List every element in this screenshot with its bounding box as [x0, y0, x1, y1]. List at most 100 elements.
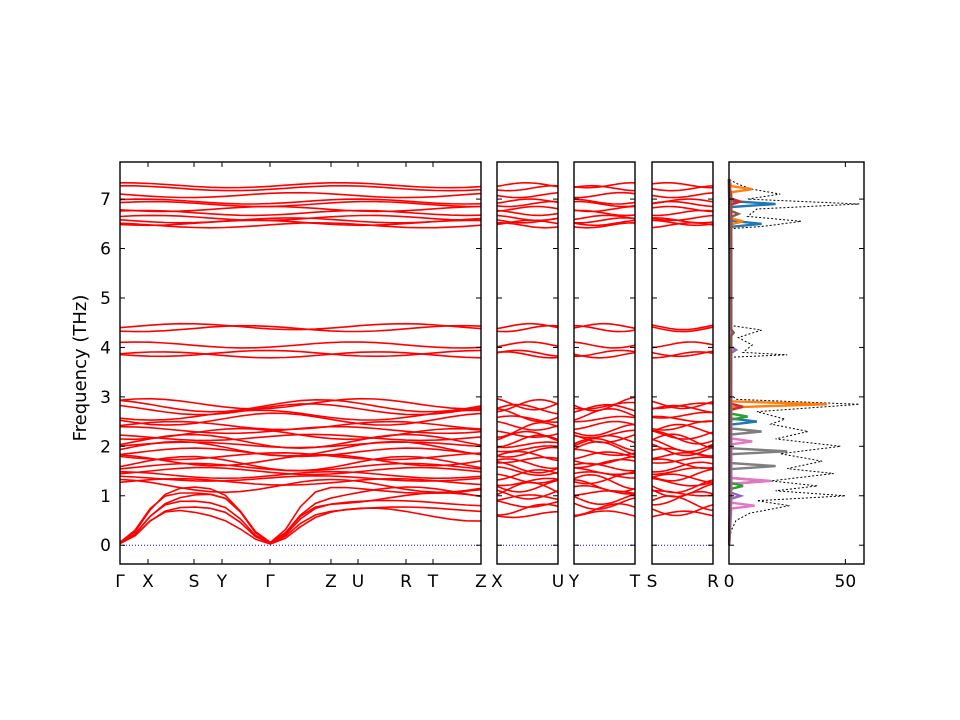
band-line	[120, 451, 481, 461]
band-line	[120, 217, 481, 224]
band-line	[497, 214, 558, 222]
band-line	[652, 438, 713, 453]
band-panel-2	[497, 182, 558, 546]
x-tick-label: X	[491, 572, 503, 592]
band-line	[497, 473, 558, 484]
band-line	[497, 458, 558, 470]
band-line	[652, 456, 713, 464]
band-line	[120, 191, 481, 199]
band-line	[120, 478, 481, 494]
dos-x-tick-label: 0	[724, 572, 735, 592]
band-line	[652, 326, 713, 333]
band-line	[574, 423, 635, 437]
panel-frames	[119, 161, 865, 565]
band-line	[497, 494, 558, 502]
band-line	[574, 429, 635, 439]
band-line	[497, 192, 558, 199]
band-line	[652, 430, 713, 445]
band-line	[652, 458, 713, 469]
band-line	[497, 510, 558, 519]
band-line	[574, 497, 635, 511]
band-line	[120, 420, 481, 431]
x-tick-label: Y	[568, 572, 580, 592]
x-tick-label: Γ	[265, 572, 275, 592]
band-line	[652, 402, 713, 410]
band-panel-4	[652, 182, 713, 546]
band-line	[574, 502, 635, 517]
band-line	[652, 495, 713, 512]
x-tick-label: T	[427, 572, 439, 592]
band-line	[497, 466, 558, 477]
band-line	[574, 415, 635, 423]
band-line	[574, 396, 635, 412]
band-line	[120, 198, 481, 205]
band-line	[120, 470, 481, 480]
band-line	[652, 483, 713, 498]
band-line	[497, 200, 558, 208]
band-line	[497, 408, 558, 423]
band-line	[497, 209, 558, 217]
band-line	[652, 468, 713, 482]
band-line	[652, 214, 713, 222]
band-line	[574, 433, 635, 444]
band-line	[652, 461, 713, 473]
band-line	[652, 192, 713, 199]
y-tick-label: 7	[100, 190, 111, 210]
band-line	[120, 506, 481, 545]
band-line	[652, 350, 713, 358]
x-tick-label: Y	[216, 572, 228, 592]
partial-dos-line	[727, 179, 771, 546]
band-line	[120, 221, 481, 229]
band-line	[497, 205, 558, 212]
x-tick-label: T	[629, 572, 641, 592]
band-line	[120, 322, 481, 331]
band-line	[120, 412, 481, 426]
band-line	[497, 341, 558, 348]
band-line	[652, 443, 713, 457]
panel-frame-2	[496, 161, 559, 565]
band-line	[497, 445, 558, 453]
band-line	[120, 341, 481, 349]
band-line	[497, 349, 558, 357]
x-tick-label: S	[189, 572, 200, 592]
band-line	[120, 474, 481, 482]
band-line	[652, 400, 713, 410]
band-panel-1	[120, 182, 481, 546]
band-line	[574, 221, 635, 229]
band-line	[574, 467, 635, 476]
y-axis-label: Frequency (THz)	[70, 295, 91, 442]
x-tick-label: Z	[475, 572, 487, 592]
band-line	[497, 489, 558, 500]
dos-x-tick-label: 50	[835, 572, 857, 592]
band-line	[497, 184, 558, 192]
band-line	[574, 191, 635, 199]
band-line	[574, 200, 635, 208]
dos-panel	[727, 178, 860, 546]
band-line	[574, 493, 635, 506]
band-line	[120, 466, 481, 476]
band-line	[120, 398, 481, 413]
band-line	[652, 324, 713, 331]
band-line	[497, 415, 558, 424]
x-tick-label: X	[142, 572, 154, 592]
band-line	[574, 420, 635, 431]
band-panel-3	[574, 182, 635, 546]
band-line	[652, 351, 713, 359]
y-tick-label: 0	[100, 536, 111, 556]
band-lines	[120, 178, 860, 546]
band-line	[120, 403, 481, 416]
band-line	[574, 322, 635, 330]
band-line	[497, 420, 558, 431]
band-line	[574, 479, 635, 493]
band-line	[497, 446, 558, 458]
band-line	[497, 398, 558, 411]
band-line	[574, 349, 635, 358]
panel-frame-3	[573, 161, 636, 565]
band-line	[574, 437, 635, 452]
band-line	[652, 217, 713, 224]
band-line	[120, 397, 481, 410]
band-line	[120, 427, 481, 441]
band-line	[652, 423, 713, 435]
